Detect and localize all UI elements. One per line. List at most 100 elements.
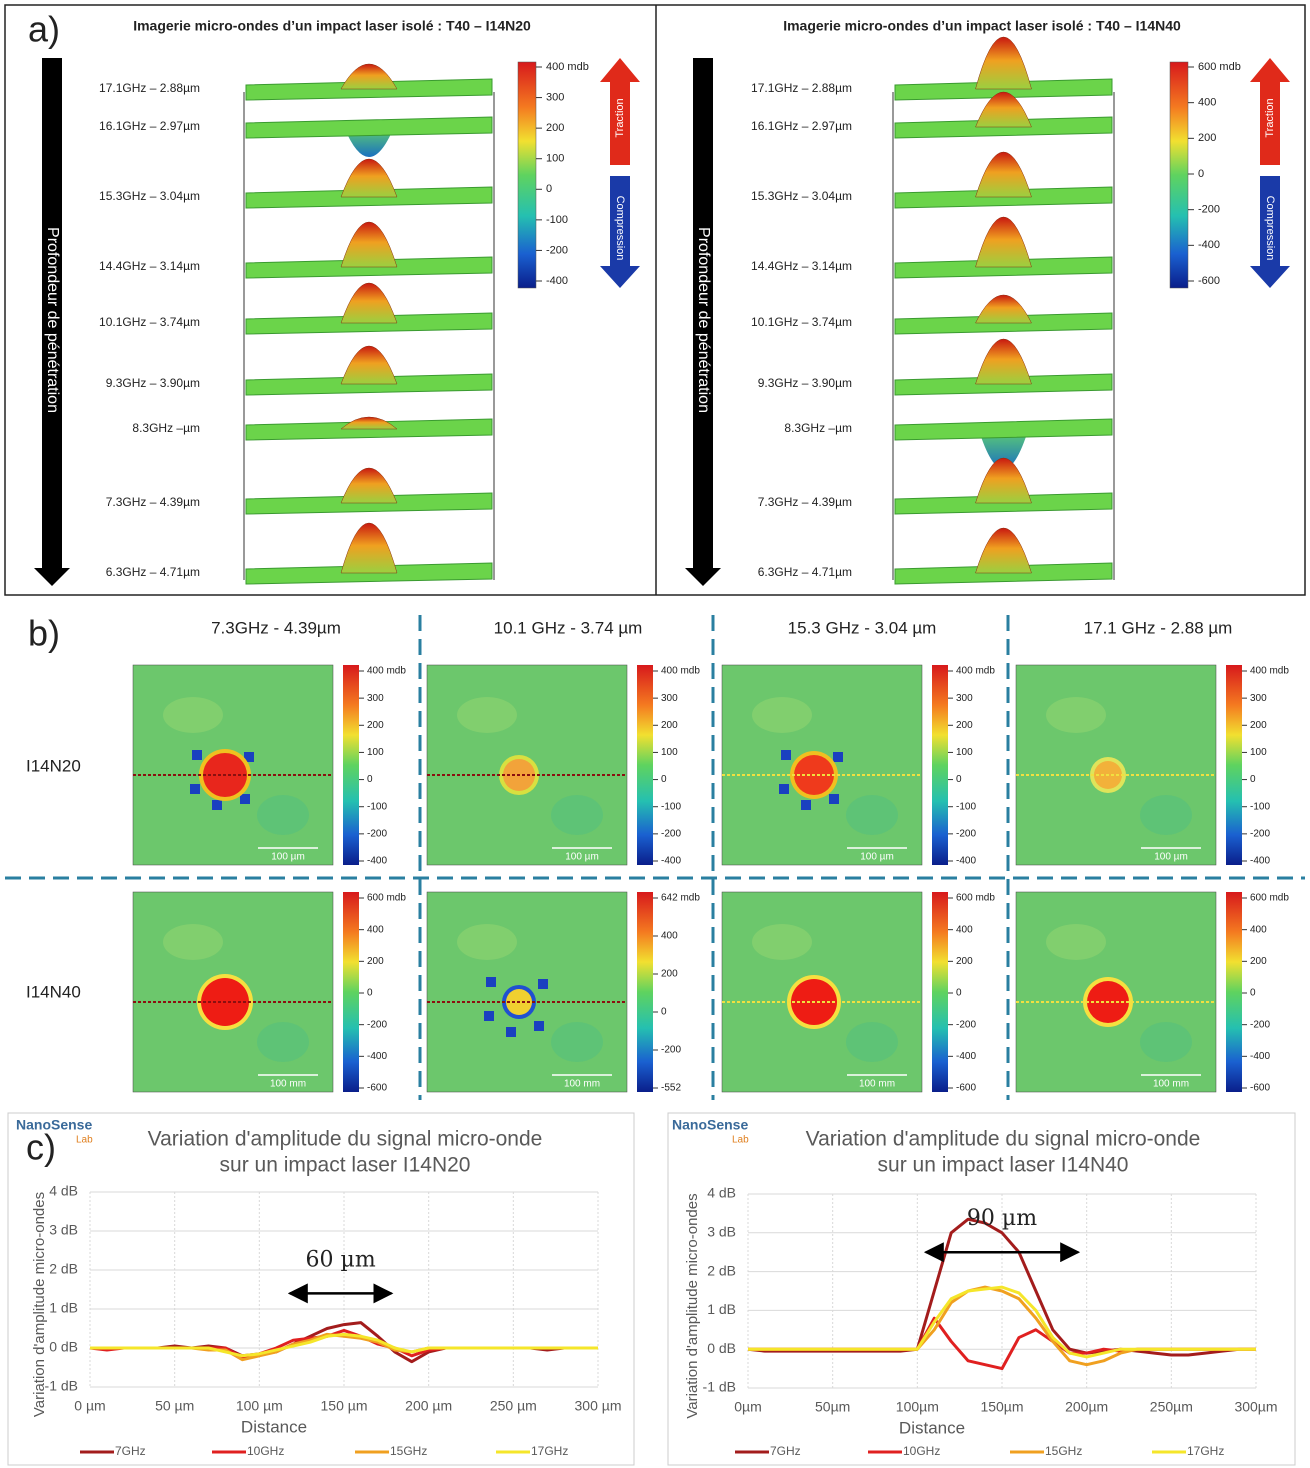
series-line: [747, 1217, 1256, 1357]
x-tick-label: 50 µm: [155, 1398, 194, 1414]
colorbar-label: 100: [956, 747, 973, 758]
colorbar-label: -400: [1250, 856, 1270, 867]
heatmap-spot: [833, 752, 843, 762]
heatmap-spot: [534, 1021, 544, 1031]
layer-label: 15.3GHz – 3.04µm: [751, 189, 852, 203]
series-line: [90, 1332, 598, 1358]
scale-label: 100 mm: [859, 1079, 895, 1090]
heatmap-spot: [538, 979, 548, 989]
surface-peak: [975, 528, 1032, 574]
chart-title: Variation d'amplitude du signal micro-on…: [806, 1128, 1201, 1151]
colorbar-label: 200: [956, 720, 973, 731]
surface: [894, 186, 1113, 209]
colorbar-label: 0: [546, 183, 552, 195]
y-tick-label: 4 dB: [707, 1185, 736, 1201]
colorbar: [343, 892, 359, 1092]
surface-peak: [975, 217, 1032, 268]
colorbar-label: 600 mdb: [956, 893, 995, 904]
colorbar-label: 200: [367, 720, 384, 731]
colorbar-label: -200: [1250, 1019, 1270, 1030]
chart-title: sur un impact laser I14N40: [878, 1154, 1129, 1177]
heatmap-spot: [829, 794, 839, 804]
colorbar-label: -200: [956, 1019, 976, 1030]
surface-dip: [978, 429, 1029, 469]
annotation-label: 60 µm: [306, 1247, 376, 1272]
row-label: I14N20: [26, 756, 81, 775]
colorbar-label: 200: [956, 956, 973, 967]
surface: [894, 492, 1113, 515]
layer-label: 8.3GHz –µm: [784, 421, 852, 435]
x-tick-label: 150 µm: [321, 1398, 368, 1414]
colorbar-label: -200: [1250, 828, 1270, 839]
depth-arrow-shaft: [693, 58, 713, 570]
colorbar: [517, 61, 537, 289]
surface-peak: [340, 416, 398, 430]
colorbar-label: -200: [546, 244, 568, 256]
surface-peak: [975, 294, 1032, 324]
x-tick-label: 150µm: [980, 1399, 1023, 1415]
legend-label: 15GHz: [1045, 1444, 1082, 1458]
surface-peak: [975, 92, 1032, 128]
surface-peak: [340, 63, 398, 90]
layer-label: 7.3GHz – 4.39µm: [106, 495, 200, 509]
colorbar-label: -200: [661, 828, 681, 839]
y-tick-label: 0 dB: [707, 1340, 736, 1356]
colorbar-label: -100: [546, 214, 568, 226]
legend-label: 7GHz: [115, 1444, 146, 1458]
colorbar-label: -400: [956, 856, 976, 867]
compression-arrow: [1250, 176, 1290, 288]
scale-label: 100 mm: [270, 1079, 306, 1090]
y-tick-label: 3 dB: [707, 1224, 736, 1240]
colorbar-label: -200: [661, 1045, 681, 1056]
surface: [894, 116, 1113, 139]
surface: [894, 373, 1113, 396]
surface: [245, 116, 493, 139]
colorbar-label: 400: [956, 924, 973, 935]
y-tick-label: 2 dB: [707, 1262, 736, 1278]
y-tick-label: 2 dB: [49, 1261, 78, 1277]
colorbar-label: 300: [956, 693, 973, 704]
heatmap-spot: [779, 784, 789, 794]
column-header: 17.1 GHz - 2.88 µm: [1084, 618, 1233, 637]
colorbar-label: 400: [1250, 924, 1267, 935]
legend-label: 17GHz: [531, 1444, 568, 1458]
colorbar: [637, 892, 653, 1092]
colorbar-label: -600: [1250, 1083, 1270, 1094]
layer-label: 14.4GHz – 3.14µm: [99, 259, 200, 273]
colorbar-label: 600 mdb: [367, 893, 406, 904]
colorbar-label: -400: [367, 856, 387, 867]
colorbar: [932, 892, 948, 1092]
surface: [894, 256, 1113, 279]
surface: [894, 78, 1113, 101]
scale-label: 100 µm: [1154, 852, 1188, 863]
compression-arrow: [600, 176, 640, 288]
heatmap-texture: [846, 1022, 898, 1062]
colorbar-label: -400: [956, 1051, 976, 1062]
colorbar-label: 100: [367, 747, 384, 758]
colorbar-label: 400: [1198, 97, 1216, 109]
layer-label: 10.1GHz – 3.74µm: [99, 315, 200, 329]
chart-title: Variation d'amplitude du signal micro-on…: [148, 1128, 543, 1151]
x-tick-label: 200µm: [1065, 1399, 1108, 1415]
scale-label: 100 µm: [860, 852, 894, 863]
colorbar-label: 400: [661, 931, 678, 942]
colorbar-label: 0: [367, 988, 373, 999]
surface-peak: [340, 345, 398, 385]
x-axis-label: Distance: [899, 1418, 965, 1437]
heatmap-texture: [457, 697, 517, 733]
traction-arrow: [1250, 58, 1290, 165]
traction-label: Traction: [1264, 98, 1276, 137]
surface-peak: [975, 152, 1032, 198]
colorbar-label: 400 mdb: [956, 666, 995, 677]
heatmap-texture: [1140, 795, 1192, 835]
colorbar-label: -400: [1198, 239, 1220, 251]
x-tick-label: 100 µm: [236, 1398, 283, 1414]
colorbar-label: 200: [1250, 720, 1267, 731]
surface-peak: [340, 282, 398, 324]
panel-a-frame: [4, 4, 1306, 596]
colorbar-label: 600 mdb: [1198, 61, 1241, 73]
colorbar-label: 0: [956, 774, 962, 785]
layer-label: 16.1GHz – 2.97µm: [751, 119, 852, 133]
colorbar-label: 600 mdb: [1250, 893, 1289, 904]
logo: Lab: [76, 1135, 93, 1146]
